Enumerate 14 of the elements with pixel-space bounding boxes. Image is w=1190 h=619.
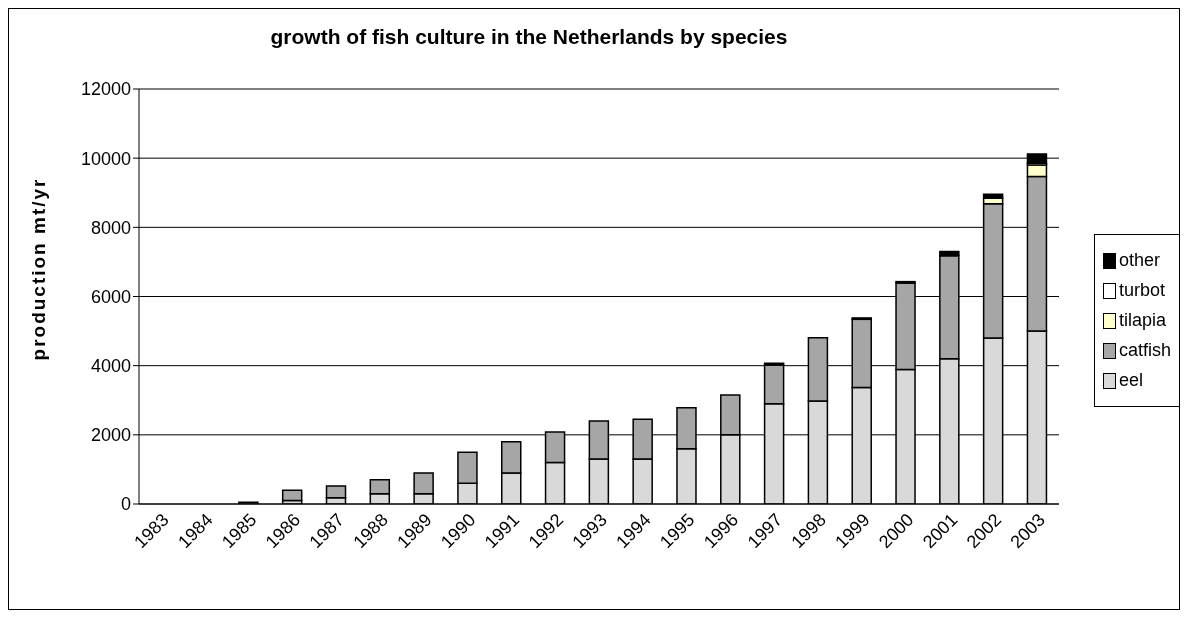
legend-label: turbot (1119, 280, 1166, 301)
legend-label: catfish (1119, 340, 1172, 361)
y-tick-label: 12000 (80, 79, 131, 100)
legend-label: eel (1119, 370, 1144, 391)
y-tick-label: 0 (120, 494, 131, 515)
chart-title: growth of fish culture in the Netherlands by species (269, 25, 789, 49)
y-tick-label: 10000 (80, 148, 131, 169)
legend-label: tilapia (1119, 310, 1167, 331)
y-tick-label: 2000 (90, 425, 131, 446)
y-axis-title: production mt/yr (28, 177, 50, 361)
y-tick-label: 4000 (90, 356, 131, 377)
y-tick-label: 6000 (90, 286, 131, 307)
y-tick-label: 8000 (90, 217, 131, 238)
legend-label: other (1119, 250, 1161, 271)
